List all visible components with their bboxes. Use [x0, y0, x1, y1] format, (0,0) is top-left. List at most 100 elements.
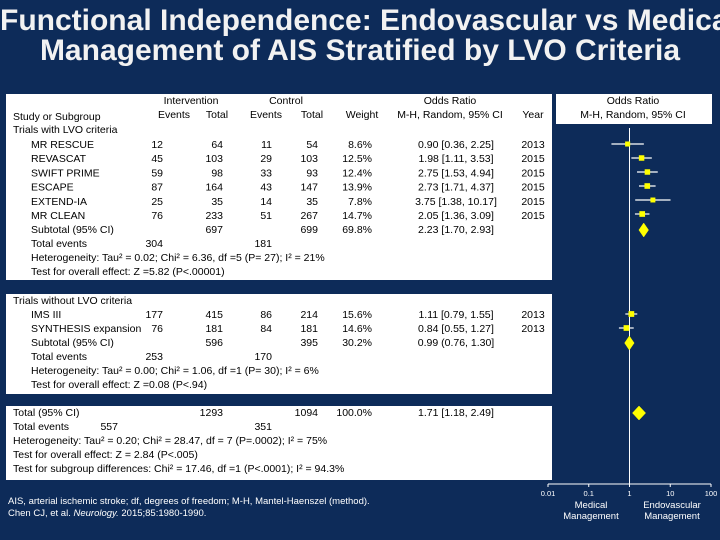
group1-total-events-label: Total events [31, 238, 87, 250]
favours-medical-label: Medical [575, 500, 608, 511]
g1-row-3-ctl-total: 93 [306, 167, 318, 179]
g1-row-4-int-events: 87 [151, 182, 163, 194]
x-tick-label: 10 [666, 489, 674, 498]
g1-row-1-name: MR RESCUE [31, 139, 94, 151]
group1-subtotal-weight: 69.8% [342, 224, 372, 236]
group2-total-events-label: Total events [31, 351, 87, 363]
slide-title: Functional Independence: Endovascular vs… [0, 6, 720, 66]
g1-row-5-name: EXTEND-IA [31, 196, 87, 208]
group2-subtotal-it: 596 [205, 337, 223, 349]
favours-endovascular-label: Endovascular [643, 500, 701, 511]
g2-row-2-name: SYNTHESIS expansion [31, 323, 141, 335]
x-tick-label: 0.01 [541, 489, 556, 498]
g1-row-4-ci: 2.73 [1.71, 4.37] [418, 182, 494, 194]
g1-row-2-int-total: 103 [205, 153, 223, 165]
group2-overall-effect: Test for overall effect: Z =0.08 (P<.94) [31, 379, 207, 391]
group2-subtotal-ct: 395 [300, 337, 318, 349]
header-total-control: Total [301, 109, 323, 121]
pooled-diamond [638, 222, 649, 238]
study-point [628, 311, 635, 317]
header-total: Total [206, 109, 228, 121]
group1-subtotal-ct: 699 [300, 224, 318, 236]
group2-total-events-ce: 170 [254, 351, 272, 363]
group2-label: Trials without LVO criteria [13, 295, 132, 307]
header-events-control: Events [250, 109, 282, 121]
g1-row-1-ctl-total: 54 [306, 139, 318, 151]
g1-row-5-year: 2015 [521, 196, 545, 208]
g1-row-1-weight: 8.6% [348, 139, 372, 151]
g1-row-3-ci: 2.75 [1.53, 4.94] [418, 167, 494, 179]
total-ci: 1.71 [1.18, 2.49] [418, 407, 494, 419]
footnote-citation: Chen CJ, et al. [8, 508, 74, 519]
header-year: Year [522, 109, 544, 121]
x-tick-label: 100 [705, 489, 718, 498]
header-or-title: Odds Ratio [424, 95, 477, 107]
total-it: 1293 [200, 407, 224, 419]
title-line-2: Management of AIS Stratified by LVO Crit… [39, 34, 681, 67]
g1-row-6-weight: 14.7% [342, 210, 372, 222]
total-events-label: Total events [13, 421, 69, 433]
study-point [638, 155, 645, 161]
g1-row-4-ctl-events: 43 [260, 182, 272, 194]
g2-row-1-int-total: 415 [205, 309, 223, 321]
group2-panel [6, 294, 552, 394]
pooled-diamond [632, 405, 646, 421]
g1-row-3-int-events: 59 [151, 167, 163, 179]
group1-subtotal-label: Subtotal (95% CI) [31, 224, 114, 236]
g1-row-4-int-total: 164 [205, 182, 223, 194]
header-control: Control [269, 95, 303, 107]
x-tick-label: 0.1 [584, 489, 594, 498]
g2-row-1-int-events: 177 [145, 309, 163, 321]
g1-row-6-int-total: 233 [205, 210, 223, 222]
g2-row-2-ci: 0.84 [0.55, 1.27] [418, 323, 494, 335]
header-intervention: Intervention [164, 95, 219, 107]
subgroup-differences: Test for subgroup differences: Chi² = 17… [13, 463, 344, 475]
header-panel [6, 94, 552, 124]
g1-row-1-ctl-events: 11 [261, 139, 272, 151]
footnote-line-2: Chen CJ, et al. Neurology. 2015;85:1980-… [8, 508, 478, 520]
group1-subtotal-ci: 2.23 [1.70, 2.93] [418, 224, 494, 236]
g1-row-2-weight: 12.5% [342, 153, 372, 165]
g1-row-2-ctl-events: 29 [260, 153, 272, 165]
g1-row-2-ci: 1.98 [1.11, 3.53] [418, 153, 493, 165]
header-weight: Weight [346, 109, 379, 121]
g1-row-4-ctl-total: 147 [300, 182, 318, 194]
footnote-citation-end: 2015;85:1980-1990. [118, 508, 207, 519]
g1-row-2-name: REVASCAT [31, 153, 87, 165]
group1-total-events-ie: 304 [145, 238, 163, 250]
g2-row-2-int-events: 76 [151, 323, 163, 335]
header-events: Events [158, 109, 190, 121]
group1-subtotal-it: 697 [205, 224, 223, 236]
g1-row-1-ci: 0.90 [0.36, 2.25] [418, 139, 494, 151]
footnote: AIS, arterial ischemic stroke; df, degre… [8, 496, 478, 520]
study-point [625, 141, 631, 147]
plot-area: 0.01 0.1 1 10 100MedicalManagementEndovascul… [541, 128, 718, 522]
total-events-ce: 351 [254, 421, 272, 433]
g1-row-5-ctl-total: 35 [306, 196, 318, 208]
g1-row-6-name: MR CLEAN [31, 210, 85, 222]
g1-row-5-int-events: 25 [151, 196, 163, 208]
g1-row-1-int-total: 64 [211, 139, 223, 151]
study-point [644, 169, 651, 175]
study-point [650, 197, 656, 203]
header-or-method: M-H, Random, 95% CI [397, 109, 503, 121]
footnote-line-1: AIS, arterial ischemic stroke; df, degre… [8, 496, 370, 507]
g1-row-4-name: ESCAPE [31, 182, 74, 194]
g2-row-1-ctl-events: 86 [260, 309, 272, 321]
g1-row-4-weight: 13.9% [342, 182, 372, 194]
g1-row-3-int-total: 98 [211, 167, 223, 179]
group2-total-events-ie: 253 [145, 351, 163, 363]
g2-row-1-ci: 1.11 [0.79, 1.55] [418, 309, 493, 321]
total-events-ie: 557 [100, 421, 118, 433]
header-plot-method: M-H, Random, 95% CI [580, 109, 686, 121]
g1-row-5-weight: 7.8% [348, 196, 372, 208]
g1-row-2-year: 2015 [521, 153, 545, 165]
g1-row-3-ctl-events: 33 [260, 167, 272, 179]
group1-rows: MR RESCUE 12 64 11 54 8.6% 0.90 [0.36, 2.25] 20… [31, 139, 545, 222]
g2-row-1-year: 2013 [521, 309, 545, 321]
g2-row-2-ctl-events: 84 [260, 323, 272, 335]
g2-row-2-ctl-total: 181 [300, 323, 318, 335]
total-ct: 1094 [295, 407, 319, 419]
g1-row-6-int-events: 76 [151, 210, 163, 222]
